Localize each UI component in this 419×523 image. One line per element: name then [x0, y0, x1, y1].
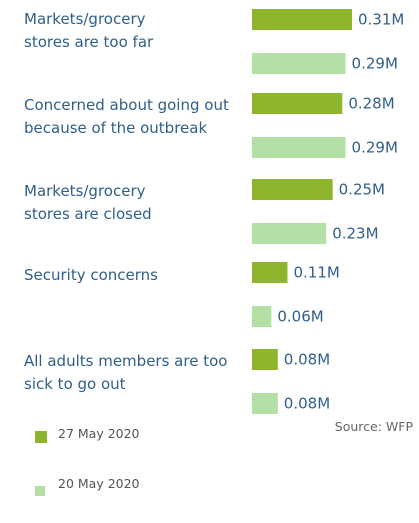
- bar-27-may-0: [252, 9, 352, 30]
- legend-item-20-may: [35, 486, 45, 496]
- bar-20-may-1: [252, 137, 346, 158]
- category-label-4-line-0: All adults members are too: [24, 352, 228, 370]
- source-note: Source: WFP: [334, 419, 413, 434]
- value-label-20-may-3: 0.06M: [277, 308, 323, 326]
- legend-label-20-may: 20 May 2020: [58, 476, 140, 491]
- bar-27-may-1: [252, 93, 343, 114]
- bar-20-may-2: [252, 223, 327, 244]
- category-label-0-line-0: Markets/grocery: [24, 10, 146, 28]
- value-label-27-may-3: 0.11M: [293, 264, 339, 282]
- bar-20-may-3: [252, 306, 272, 327]
- bar-27-may-2: [252, 179, 333, 200]
- category-label-4-line-1: sick to go out: [24, 375, 126, 393]
- value-label-20-may-1: 0.29M: [352, 139, 398, 157]
- category-label-2-line-1: stores are closed: [24, 205, 152, 223]
- value-label-20-may-2: 0.23M: [332, 225, 378, 243]
- value-label-20-may-4: 0.08M: [284, 395, 330, 413]
- category-label-0-line-1: stores are too far: [24, 33, 154, 51]
- category-label-3-line-0: Security concerns: [24, 266, 158, 284]
- value-label-27-may-4: 0.08M: [284, 351, 330, 369]
- legend-swatch-20-may: [35, 486, 45, 496]
- category-label-1-line-0: Concerned about going out: [24, 96, 229, 114]
- value-label-27-may-1: 0.28M: [348, 95, 394, 113]
- bar-20-may-4: [252, 393, 278, 414]
- bar-27-may-4: [252, 349, 278, 370]
- value-label-27-may-0: 0.31M: [358, 11, 404, 29]
- bar-27-may-3: [252, 262, 288, 283]
- legend-item-27-may: [35, 431, 47, 443]
- value-label-20-may-0: 0.29M: [352, 55, 398, 73]
- value-label-27-may-2: 0.25M: [339, 181, 385, 199]
- bar-20-may-0: [252, 53, 346, 74]
- legend-swatch-27-may: [35, 431, 47, 443]
- category-label-1-line-1: because of the outbreak: [24, 119, 208, 137]
- category-label-2-line-0: Markets/grocery: [24, 182, 146, 200]
- legend-label-27-may: 27 May 2020: [58, 426, 140, 441]
